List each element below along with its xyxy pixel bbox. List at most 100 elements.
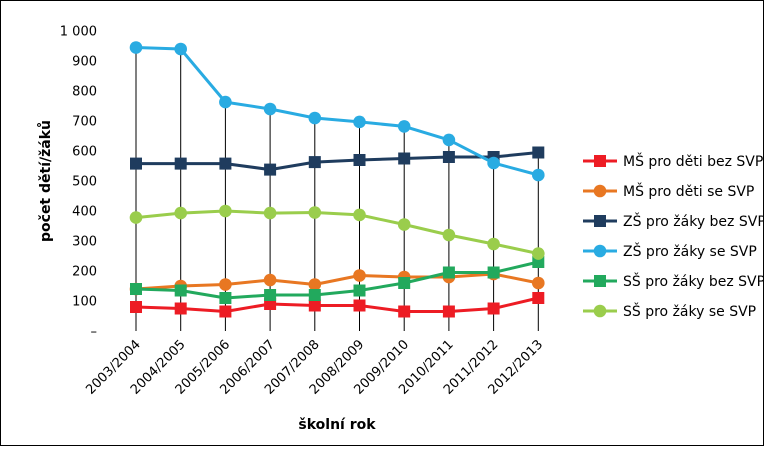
- data-point: [219, 204, 232, 218]
- y-tick-label: 100: [72, 295, 97, 310]
- y-axis: – 100 200 300 400 500 600 700 800 900 1 000: [60, 25, 97, 340]
- data-point: [398, 277, 411, 289]
- y-tick-label: 200: [72, 265, 97, 280]
- data-point: [308, 111, 322, 125]
- data-point: [442, 228, 456, 242]
- legend-marker: [593, 244, 607, 258]
- data-point: [487, 302, 500, 315]
- series-6: [129, 204, 545, 260]
- data-point: [397, 120, 411, 133]
- legend-marker: [594, 215, 606, 227]
- series-5: [130, 256, 545, 304]
- data-point: [130, 301, 142, 313]
- data-point: [487, 266, 500, 279]
- legend-label: MŠ pro děti bez SVP: [623, 152, 763, 170]
- legend-label: SŠ pro žáky bez SVP: [623, 272, 763, 290]
- data-point: [487, 156, 500, 170]
- legend-item: MŠ pro děti se SVP: [583, 182, 754, 200]
- y-tick-label: 400: [72, 205, 97, 220]
- data-point: [219, 95, 232, 109]
- x-axis: 2003/20042004/20052005/20062006/20072007…: [83, 337, 546, 398]
- data-point: [130, 157, 142, 170]
- data-point: [129, 211, 143, 224]
- y-tick-label: –: [91, 325, 98, 340]
- x-axis-title: školní rok: [298, 417, 376, 433]
- legend-label: ZŠ pro žáky bez SVP: [623, 212, 763, 230]
- data-point: [353, 208, 366, 222]
- legend-label: MŠ pro děti se SVP: [623, 182, 754, 200]
- data-point: [308, 299, 321, 312]
- y-tick-label: 600: [72, 145, 97, 160]
- data-point: [219, 305, 232, 318]
- data-point: [263, 273, 277, 287]
- series-line: [136, 151, 539, 172]
- data-point: [174, 206, 187, 220]
- data-point: [442, 133, 456, 147]
- data-point: [442, 305, 455, 318]
- legend-item: MŠ pro děti bez SVP: [583, 152, 763, 170]
- data-point: [308, 206, 322, 219]
- data-point: [532, 247, 545, 260]
- data-point: [353, 269, 366, 282]
- legend-item: ZŠ pro žáky bez SVP: [583, 212, 764, 230]
- legend-item: SŠ pro žáky bez SVP: [583, 272, 764, 290]
- y-tick-label: 900: [72, 55, 97, 70]
- data-point: [532, 276, 545, 290]
- y-tick-label: 500: [72, 175, 97, 190]
- data-point: [532, 168, 545, 182]
- data-point: [219, 157, 232, 170]
- data-point: [219, 292, 232, 304]
- data-point: [174, 284, 187, 297]
- legend-marker: [593, 304, 607, 318]
- legend-marker: [593, 184, 607, 198]
- data-point: [532, 292, 545, 304]
- data-point: [174, 42, 187, 56]
- y-tick-label: 800: [72, 85, 97, 100]
- data-point: [532, 146, 545, 159]
- drop-lines: [135, 47, 539, 331]
- y-tick-label: 1 000: [60, 25, 97, 40]
- data-point: [398, 305, 411, 318]
- data-point: [353, 154, 366, 166]
- data-point: [219, 278, 232, 291]
- series-line: [135, 46, 539, 177]
- legend-item: SŠ pro žáky se SVP: [583, 302, 756, 320]
- series-line: [135, 296, 539, 313]
- data-point: [264, 289, 277, 301]
- data-point: [263, 206, 277, 220]
- data-point: [487, 237, 500, 251]
- series-4: [129, 41, 545, 182]
- data-point: [398, 152, 411, 165]
- data-point: [442, 266, 455, 279]
- plot-area: [129, 41, 545, 318]
- series-line: [135, 209, 539, 256]
- data-point: [308, 156, 321, 169]
- series-1: [130, 292, 545, 318]
- data-point: [174, 302, 187, 315]
- series-line: [135, 260, 539, 300]
- data-point: [308, 278, 322, 291]
- y-tick-label: 300: [72, 235, 97, 250]
- legend-item: ZŠ pro žáky se SVP: [583, 242, 757, 260]
- legend-marker: [594, 155, 606, 167]
- data-point: [397, 218, 411, 231]
- data-point: [442, 151, 455, 163]
- y-axis-title: počet dětí/žáků: [37, 120, 54, 242]
- legend-label: SŠ pro žáky se SVP: [623, 302, 756, 320]
- data-point: [264, 163, 277, 176]
- legend: MŠ pro děti bez SVP MŠ pro děti se SVP ZŠ …: [583, 152, 764, 320]
- data-point: [174, 157, 187, 170]
- y-tick-label: 700: [72, 115, 97, 130]
- data-point: [353, 115, 366, 129]
- data-point: [130, 283, 142, 295]
- series-line: [135, 272, 539, 291]
- data-point: [308, 289, 321, 301]
- series-3: [130, 146, 545, 176]
- data-point: [353, 284, 366, 297]
- data-point: [263, 102, 277, 116]
- legend-marker: [594, 275, 606, 287]
- legend-label: ZŠ pro žáky se SVP: [623, 242, 757, 260]
- data-point: [129, 41, 143, 54]
